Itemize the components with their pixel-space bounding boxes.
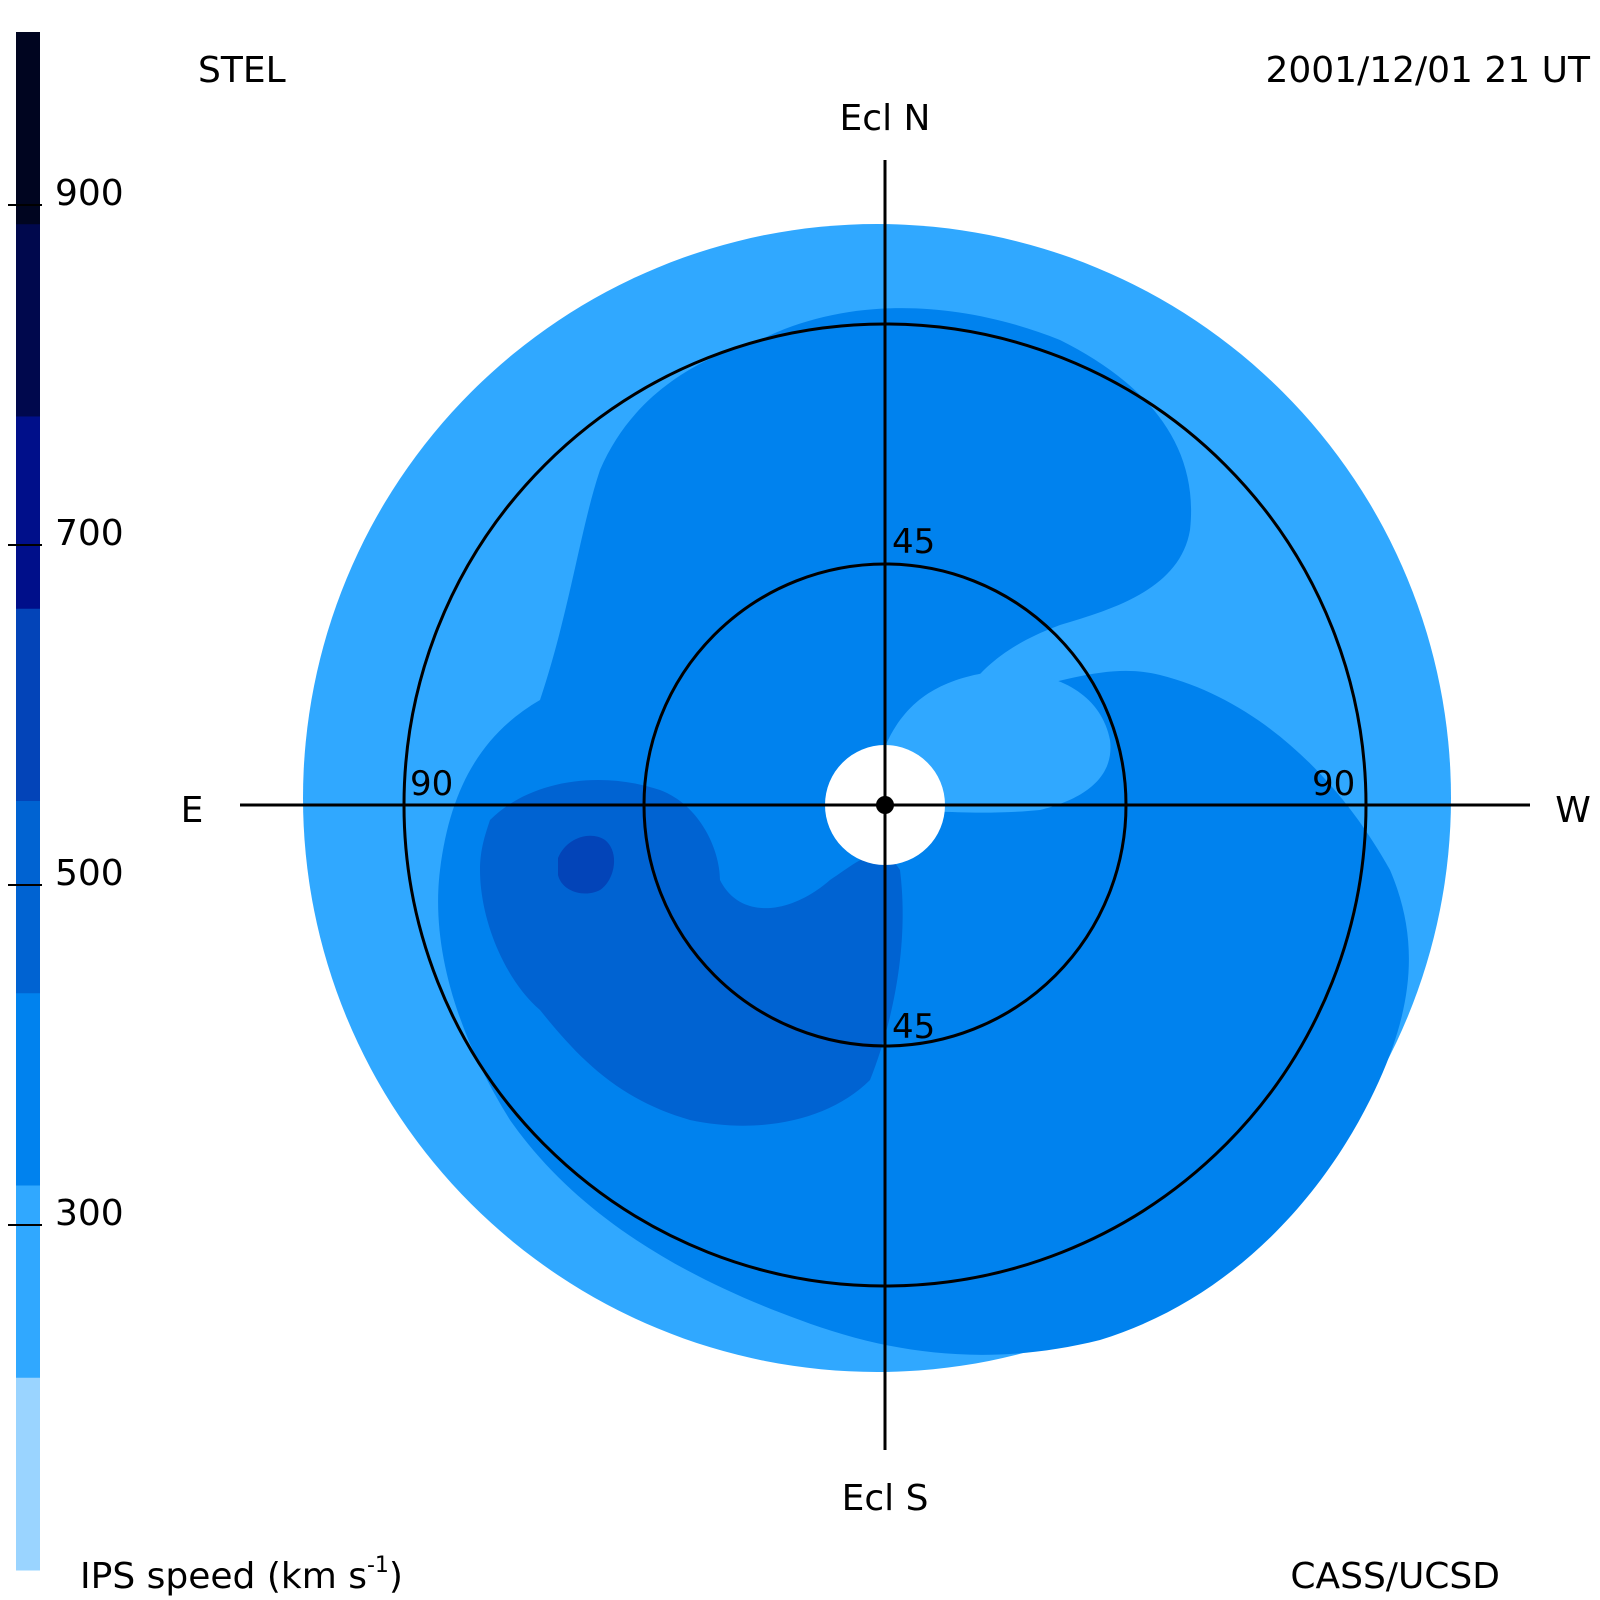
compass-north-label: Ecl N: [840, 98, 931, 139]
colorbar-tick-label: 900: [55, 173, 124, 214]
colorbar: [16, 32, 40, 1571]
colorbar-segment: [16, 993, 40, 1186]
colorbar-tick-label: 500: [55, 853, 124, 894]
colorbar-title-sup: -1: [367, 1553, 389, 1578]
timestamp-label: 2001/12/01 21 UT: [1265, 50, 1591, 91]
colorbar-tick-label: 700: [55, 513, 124, 554]
ring-label-45-south: 45: [892, 1007, 935, 1047]
ring-label-90-east: 90: [410, 764, 453, 804]
colorbar-tick-700: 700: [8, 513, 124, 554]
colorbar-segment: [16, 801, 40, 994]
ring-label-45-north: 45: [892, 522, 935, 562]
colorbar-tick-500: 500: [8, 853, 124, 894]
colorbar-tick-300: 300: [8, 1193, 124, 1234]
colorbar-segment: [16, 224, 40, 417]
ring-label-90-west: 90: [1312, 764, 1355, 804]
compass-east-label: E: [181, 790, 204, 831]
colorbar-segment: [16, 1377, 40, 1571]
colorbar-tick-label: 300: [55, 1193, 124, 1234]
colorbar-title-end: ): [389, 1556, 403, 1597]
compass-west-label: W: [1555, 790, 1591, 831]
colorbar-segment: [16, 32, 40, 225]
colorbar-segment: [16, 608, 40, 802]
credit-label: CASS/UCSD: [1290, 1556, 1500, 1597]
colorbar-tick-900: 900: [8, 173, 124, 214]
colorbar-title-main: IPS speed (km s: [80, 1556, 367, 1597]
colorbar-title: IPS speed (km s-1): [80, 1553, 403, 1597]
station-label: STEL: [198, 50, 286, 91]
colorbar-segment: [16, 416, 40, 610]
colorbar-segment: [16, 1185, 40, 1379]
highest-speed-spot: [558, 835, 615, 894]
compass-south-label: Ecl S: [842, 1478, 929, 1519]
sun-center-dot: [876, 796, 894, 814]
